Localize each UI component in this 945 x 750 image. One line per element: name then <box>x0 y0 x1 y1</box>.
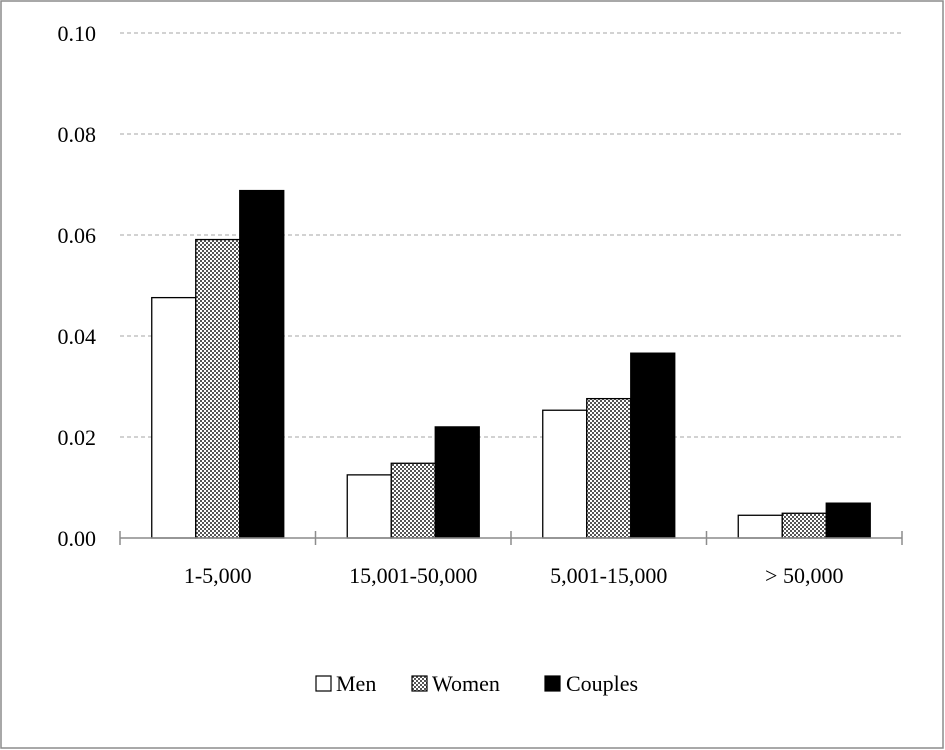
legend: Men Women Couples <box>315 671 638 696</box>
legend-swatch-men <box>315 675 332 692</box>
legend-swatch-women <box>411 675 428 692</box>
bars <box>151 189 871 539</box>
y-tick-label: 0.04 <box>58 324 97 349</box>
bar-couples-3 <box>825 502 871 539</box>
bar-men-1 <box>346 474 392 539</box>
bar-couples-1 <box>434 426 480 539</box>
bar-women-0 <box>195 238 241 539</box>
bar-women-1 <box>390 462 436 539</box>
bar-couples-2 <box>630 352 676 539</box>
y-tick-label: 0.10 <box>58 21 97 46</box>
y-tick-label: 0.08 <box>58 122 97 147</box>
y-tick-label: 0.02 <box>58 425 97 450</box>
x-tick-label: 5,001-15,000 <box>550 563 667 588</box>
x-tick-labels: 1-5,000 15,001-50,000 5,001-15,000 > 50,000 <box>184 563 844 588</box>
legend-label-women: Women <box>432 671 500 696</box>
x-tick-label: 1-5,000 <box>184 563 252 588</box>
x-tick-label: 15,001-50,000 <box>349 563 477 588</box>
x-axis <box>119 531 903 545</box>
y-tick-label: 0.06 <box>58 223 97 248</box>
bar-women-3 <box>781 512 827 539</box>
legend-label-men: Men <box>336 671 376 696</box>
bar-men-3 <box>737 514 783 539</box>
legend-swatch-couples <box>544 675 561 692</box>
bar-couples-0 <box>239 189 285 539</box>
bar-men-2 <box>542 409 588 539</box>
x-tick-label: > 50,000 <box>765 563 843 588</box>
gridlines <box>120 32 902 438</box>
bar-men-0 <box>151 296 197 539</box>
bar-women-2 <box>586 397 632 539</box>
y-tick-labels: 0.00 0.02 0.04 0.06 0.08 0.10 <box>58 21 97 551</box>
y-tick-label: 0.00 <box>58 526 97 551</box>
legend-label-couples: Couples <box>566 671 638 696</box>
